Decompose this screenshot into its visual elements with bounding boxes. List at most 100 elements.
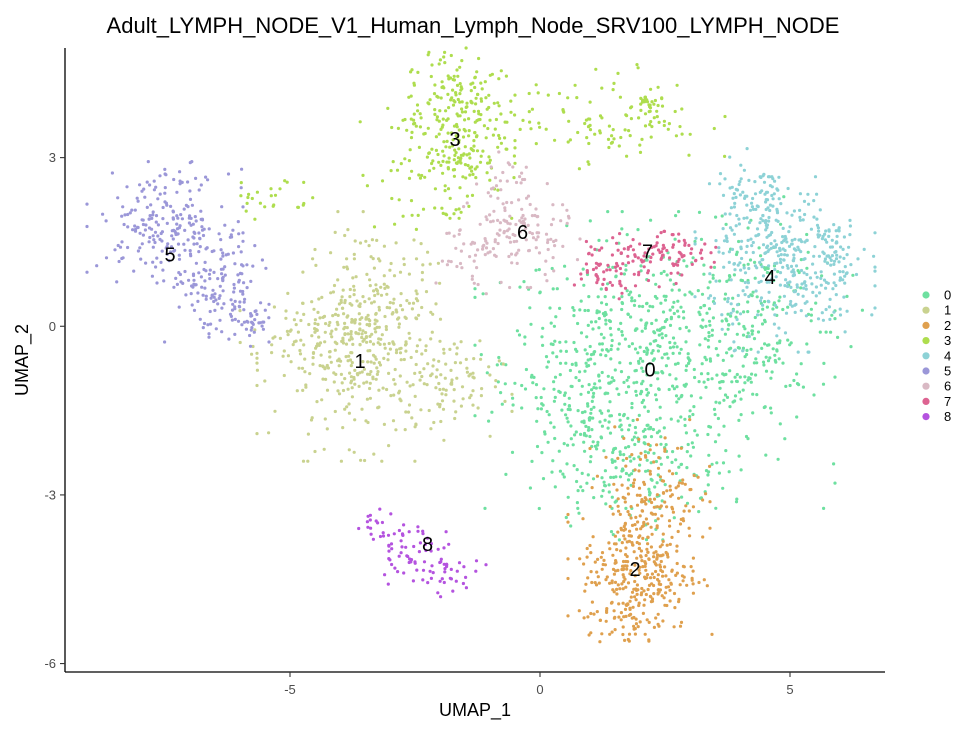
data-point-cluster-4 — [756, 233, 760, 237]
data-point-cluster-3 — [477, 56, 481, 61]
data-point-cluster-1 — [375, 366, 379, 370]
data-point-cluster-0 — [592, 496, 596, 500]
data-point-cluster-1 — [353, 368, 357, 372]
data-point-cluster-4 — [784, 311, 789, 315]
data-point-cluster-8 — [404, 545, 408, 549]
data-point-cluster-4 — [848, 233, 852, 237]
data-point-cluster-5 — [206, 178, 210, 182]
data-point-cluster-4 — [782, 258, 786, 262]
data-point-cluster-0 — [523, 342, 527, 346]
data-point-cluster-4 — [826, 254, 830, 258]
data-point-cluster-3 — [361, 173, 365, 177]
data-point-cluster-1 — [321, 315, 325, 319]
data-point-cluster-3 — [429, 74, 433, 79]
data-point-cluster-1 — [419, 242, 423, 246]
data-point-cluster-3 — [443, 184, 447, 188]
data-point-cluster-0 — [707, 453, 711, 457]
data-point-cluster-4 — [771, 204, 775, 208]
data-point-cluster-4 — [796, 350, 800, 354]
data-point-cluster-3 — [423, 175, 427, 179]
data-point-cluster-2 — [666, 585, 671, 589]
data-point-cluster-0 — [696, 289, 700, 293]
data-point-cluster-0 — [628, 423, 632, 427]
data-point-cluster-0 — [812, 393, 816, 397]
data-point-cluster-2 — [622, 436, 626, 440]
data-point-cluster-8 — [421, 568, 426, 572]
data-point-cluster-6 — [496, 241, 500, 246]
data-point-cluster-0 — [652, 339, 656, 343]
data-point-cluster-3 — [430, 161, 434, 166]
data-point-cluster-8 — [462, 565, 466, 569]
data-point-cluster-1 — [345, 267, 350, 271]
data-point-cluster-3 — [480, 87, 484, 91]
data-point-cluster-2 — [685, 583, 689, 587]
data-point-cluster-1 — [350, 395, 354, 399]
data-point-cluster-2 — [624, 585, 628, 589]
data-point-cluster-0 — [609, 475, 613, 479]
data-point-cluster-0 — [603, 469, 608, 473]
data-point-cluster-3 — [418, 112, 422, 116]
data-point-cluster-3 — [410, 213, 414, 217]
data-point-cluster-0 — [655, 431, 660, 435]
data-point-cluster-5 — [201, 233, 206, 238]
data-point-cluster-0 — [766, 359, 771, 363]
data-point-cluster-1 — [370, 238, 374, 242]
data-point-cluster-3 — [487, 93, 491, 97]
data-point-cluster-2 — [635, 503, 640, 507]
data-point-cluster-8 — [444, 530, 448, 534]
data-point-cluster-2 — [656, 517, 660, 521]
data-point-cluster-3 — [410, 68, 414, 72]
data-point-cluster-4 — [718, 172, 723, 176]
data-point-cluster-1 — [432, 420, 436, 425]
data-point-cluster-1 — [413, 371, 417, 375]
data-point-cluster-4 — [775, 250, 779, 254]
data-point-cluster-3 — [475, 149, 480, 153]
data-point-cluster-3 — [587, 141, 591, 146]
data-point-cluster-4 — [801, 294, 805, 298]
data-point-cluster-0 — [656, 377, 660, 381]
data-point-cluster-4 — [778, 248, 782, 252]
data-point-cluster-5 — [159, 260, 163, 264]
data-point-cluster-1 — [408, 336, 412, 340]
data-point-cluster-5 — [245, 263, 249, 267]
data-point-cluster-0 — [624, 268, 628, 272]
data-point-cluster-2 — [652, 560, 656, 564]
data-point-cluster-0 — [634, 393, 639, 397]
data-point-cluster-1 — [440, 399, 445, 403]
data-point-cluster-6 — [488, 213, 492, 217]
data-point-cluster-1 — [383, 286, 387, 290]
data-point-cluster-1 — [421, 263, 425, 267]
data-point-cluster-1 — [385, 284, 389, 288]
data-point-cluster-1 — [294, 339, 298, 343]
data-point-cluster-1 — [442, 351, 446, 355]
data-point-cluster-0 — [643, 427, 647, 432]
data-point-cluster-0 — [743, 375, 747, 379]
data-point-cluster-0 — [750, 329, 754, 333]
data-point-cluster-3 — [643, 95, 647, 99]
data-point-cluster-6 — [551, 256, 555, 260]
data-point-cluster-0 — [608, 414, 612, 418]
data-point-cluster-3 — [239, 181, 243, 185]
data-point-cluster-3 — [273, 193, 278, 197]
data-point-cluster-1 — [317, 335, 321, 339]
data-point-cluster-6 — [517, 198, 521, 202]
data-point-cluster-0 — [763, 300, 767, 304]
data-point-cluster-4 — [843, 330, 847, 334]
data-point-cluster-3 — [448, 216, 452, 220]
data-point-cluster-2 — [625, 554, 629, 559]
data-point-cluster-7 — [677, 257, 681, 261]
data-point-cluster-3 — [380, 179, 385, 183]
data-point-cluster-1 — [373, 293, 377, 298]
data-point-cluster-0 — [615, 387, 619, 391]
data-point-cluster-4 — [823, 232, 827, 236]
data-point-cluster-3 — [410, 130, 414, 134]
data-point-cluster-1 — [415, 349, 419, 353]
data-point-cluster-5 — [196, 299, 200, 303]
data-point-cluster-5 — [223, 265, 227, 269]
data-point-cluster-0 — [636, 228, 640, 232]
data-point-cluster-4 — [759, 175, 763, 180]
data-point-cluster-5 — [175, 190, 179, 194]
data-point-cluster-0 — [552, 380, 556, 384]
data-point-cluster-4 — [750, 244, 754, 248]
data-point-cluster-1 — [438, 317, 443, 321]
